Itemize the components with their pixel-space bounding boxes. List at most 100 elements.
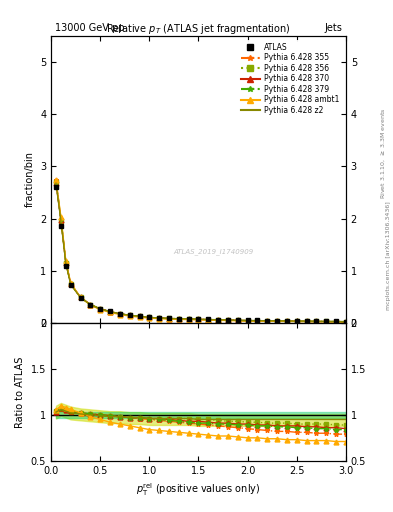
Pythia 6.428 379 bbox=[98, 306, 103, 312]
Pythia 6.428 356 bbox=[118, 311, 122, 317]
Text: Rivet 3.1.10, $\geq$ 3.3M events: Rivet 3.1.10, $\geq$ 3.3M events bbox=[380, 108, 387, 199]
Pythia 6.428 370 bbox=[98, 306, 103, 312]
Pythia 6.428 370 bbox=[118, 311, 122, 317]
Pythia 6.428 z2 bbox=[147, 314, 152, 321]
Pythia 6.428 z2 bbox=[265, 317, 270, 324]
Pythia 6.428 356 bbox=[157, 315, 162, 321]
Pythia 6.428 356 bbox=[127, 312, 132, 318]
Line: Pythia 6.428 355: Pythia 6.428 355 bbox=[53, 178, 348, 324]
Pythia 6.428 z2 bbox=[108, 309, 112, 315]
Line: Pythia 6.428 ambt1: Pythia 6.428 ambt1 bbox=[53, 178, 348, 325]
Pythia 6.428 379 bbox=[157, 315, 162, 321]
Pythia 6.428 355 bbox=[304, 318, 309, 325]
Pythia 6.428 355 bbox=[294, 318, 299, 325]
Pythia 6.428 ambt1 bbox=[265, 318, 270, 324]
Pythia 6.428 ambt1 bbox=[167, 316, 171, 322]
Pythia 6.428 379 bbox=[226, 317, 230, 323]
Pythia 6.428 379 bbox=[59, 216, 63, 222]
Pythia 6.428 356 bbox=[275, 318, 279, 324]
Line: Pythia 6.428 356: Pythia 6.428 356 bbox=[53, 179, 348, 324]
Pythia 6.428 370 bbox=[137, 313, 142, 319]
Pythia 6.428 ambt1 bbox=[255, 318, 260, 324]
Pythia 6.428 355 bbox=[147, 314, 152, 321]
Pythia 6.428 z2 bbox=[294, 318, 299, 324]
Pythia 6.428 355 bbox=[53, 177, 59, 183]
Pythia 6.428 ambt1 bbox=[226, 317, 230, 324]
Pythia 6.428 ambt1 bbox=[304, 318, 309, 325]
Pythia 6.428 355 bbox=[127, 312, 132, 318]
Pythia 6.428 379 bbox=[53, 179, 59, 185]
Pythia 6.428 z2 bbox=[78, 294, 83, 301]
Legend: ATLAS, Pythia 6.428 355, Pythia 6.428 356, Pythia 6.428 370, Pythia 6.428 379, P: ATLAS, Pythia 6.428 355, Pythia 6.428 35… bbox=[238, 39, 342, 118]
Pythia 6.428 370 bbox=[265, 318, 270, 324]
Pythia 6.428 z2 bbox=[285, 318, 289, 324]
Pythia 6.428 379 bbox=[137, 313, 142, 319]
Pythia 6.428 356 bbox=[245, 317, 250, 324]
Pythia 6.428 370 bbox=[108, 309, 112, 315]
Line: Pythia 6.428 379: Pythia 6.428 379 bbox=[53, 179, 348, 324]
Pythia 6.428 ambt1 bbox=[78, 294, 83, 301]
Pythia 6.428 356 bbox=[255, 317, 260, 324]
Pythia 6.428 379 bbox=[176, 316, 181, 322]
Pythia 6.428 ambt1 bbox=[343, 319, 348, 325]
Pythia 6.428 ambt1 bbox=[334, 319, 338, 325]
Pythia 6.428 z2 bbox=[216, 317, 220, 323]
Pythia 6.428 379 bbox=[334, 318, 338, 325]
Pythia 6.428 ambt1 bbox=[206, 317, 211, 323]
Pythia 6.428 356 bbox=[324, 318, 329, 325]
Pythia 6.428 379 bbox=[167, 315, 171, 322]
Text: Jets: Jets bbox=[324, 23, 342, 33]
Pythia 6.428 379 bbox=[78, 294, 83, 301]
Text: ATLAS_2019_I1740909: ATLAS_2019_I1740909 bbox=[173, 248, 253, 254]
Pythia 6.428 379 bbox=[314, 318, 319, 325]
Pythia 6.428 356 bbox=[206, 316, 211, 323]
Pythia 6.428 356 bbox=[147, 314, 152, 321]
Pythia 6.428 370 bbox=[64, 260, 68, 266]
Pythia 6.428 370 bbox=[176, 316, 181, 322]
Pythia 6.428 ambt1 bbox=[285, 318, 289, 325]
Pythia 6.428 370 bbox=[226, 317, 230, 323]
Pythia 6.428 ambt1 bbox=[59, 214, 63, 220]
Pythia 6.428 355 bbox=[88, 302, 93, 308]
Pythia 6.428 z2 bbox=[275, 318, 279, 324]
Pythia 6.428 355 bbox=[245, 317, 250, 324]
Pythia 6.428 ambt1 bbox=[64, 258, 68, 264]
Pythia 6.428 356 bbox=[294, 318, 299, 324]
Pythia 6.428 370 bbox=[68, 281, 73, 287]
Pythia 6.428 z2 bbox=[68, 282, 73, 288]
Pythia 6.428 379 bbox=[324, 318, 329, 325]
Pythia 6.428 356 bbox=[108, 309, 112, 315]
Pythia 6.428 370 bbox=[167, 315, 171, 322]
Pythia 6.428 379 bbox=[245, 317, 250, 324]
Pythia 6.428 355 bbox=[334, 318, 338, 325]
Pythia 6.428 370 bbox=[255, 317, 260, 324]
Pythia 6.428 370 bbox=[245, 317, 250, 324]
Pythia 6.428 z2 bbox=[59, 218, 63, 224]
Pythia 6.428 z2 bbox=[324, 318, 329, 325]
Pythia 6.428 379 bbox=[265, 318, 270, 324]
Line: Pythia 6.428 z2: Pythia 6.428 z2 bbox=[56, 183, 346, 322]
Pythia 6.428 370 bbox=[53, 180, 59, 186]
Pythia 6.428 370 bbox=[304, 318, 309, 325]
Pythia 6.428 355 bbox=[98, 306, 103, 312]
Pythia 6.428 356 bbox=[216, 317, 220, 323]
Pythia 6.428 356 bbox=[196, 316, 201, 323]
Pythia 6.428 ambt1 bbox=[88, 302, 93, 308]
Pythia 6.428 356 bbox=[343, 318, 348, 325]
Pythia 6.428 379 bbox=[186, 316, 191, 322]
Pythia 6.428 z2 bbox=[196, 316, 201, 323]
Pythia 6.428 355 bbox=[196, 316, 201, 323]
Pythia 6.428 355 bbox=[64, 259, 68, 265]
Pythia 6.428 z2 bbox=[53, 180, 59, 186]
Pythia 6.428 379 bbox=[255, 318, 260, 324]
Pythia 6.428 379 bbox=[127, 312, 132, 318]
Pythia 6.428 355 bbox=[78, 294, 83, 301]
Pythia 6.428 379 bbox=[343, 318, 348, 325]
Pythia 6.428 z2 bbox=[167, 315, 171, 322]
Pythia 6.428 370 bbox=[275, 318, 279, 324]
Pythia 6.428 355 bbox=[157, 315, 162, 321]
Pythia 6.428 370 bbox=[127, 312, 132, 318]
Pythia 6.428 z2 bbox=[186, 316, 191, 322]
Pythia 6.428 z2 bbox=[206, 316, 211, 323]
Pythia 6.428 z2 bbox=[343, 318, 348, 325]
